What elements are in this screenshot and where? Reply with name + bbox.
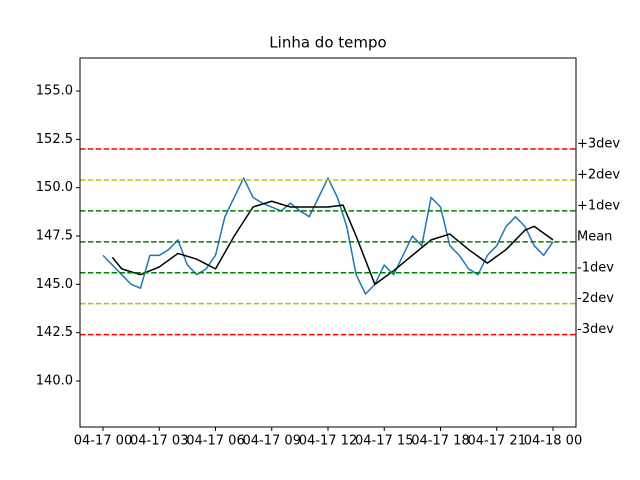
series-line xyxy=(111,200,554,286)
reference-label: -2dev xyxy=(577,291,614,306)
x-tick-label: 04-18 00 xyxy=(524,434,582,449)
x-tick-label: 04-17 00 xyxy=(74,434,132,449)
y-tick-label: 145.0 xyxy=(36,277,73,292)
x-tick-label: 04-17 18 xyxy=(411,434,469,449)
plot-frame xyxy=(79,57,577,428)
x-tick-label: 04-17 12 xyxy=(299,434,357,449)
series-line xyxy=(102,177,554,295)
x-tick-label: 04-17 15 xyxy=(355,434,413,449)
reference-label: Mean xyxy=(577,229,612,244)
y-tick-label: 140.0 xyxy=(36,373,73,388)
chart-title: Linha do tempo xyxy=(269,34,386,52)
reference-label: -1dev xyxy=(577,260,614,275)
reference-label: -3dev xyxy=(577,322,614,337)
y-tick-label: 150.0 xyxy=(36,180,73,195)
y-tick-label: 152.5 xyxy=(36,132,73,147)
x-tick-label: 04-17 21 xyxy=(468,434,526,449)
reference-label: +1dev xyxy=(577,198,620,213)
x-tick-label: 04-17 09 xyxy=(243,434,301,449)
x-tick-label: 04-17 06 xyxy=(186,434,244,449)
y-tick-label: 142.5 xyxy=(36,325,73,340)
y-tick-label: 147.5 xyxy=(36,229,73,244)
reference-label: +2dev xyxy=(577,167,620,182)
reference-label: +3dev xyxy=(577,137,620,152)
y-tick-label: 155.0 xyxy=(36,84,73,99)
x-tick-label: 04-17 03 xyxy=(130,434,188,449)
